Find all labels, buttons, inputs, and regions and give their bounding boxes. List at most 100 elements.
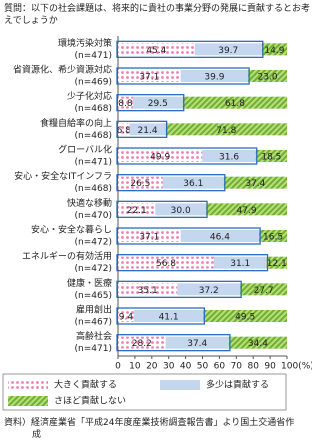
value-label: 29.5 [148,99,168,109]
legend-label: 大きく貢献する [54,379,117,391]
value-label: 37.4 [245,179,265,189]
x-tick-label: 40 [180,362,192,372]
value-label: 14.9 [264,46,284,56]
bar-segment [118,203,156,216]
sample-size: (n=469) [75,78,112,88]
category-label: 少子化対応 [67,90,112,102]
value-label: 31.6 [219,153,239,163]
sample-size: (n=468) [75,131,112,141]
bar-segment [223,176,287,189]
bar-segment [118,230,181,242]
value-label: 35.1 [138,286,158,296]
bar-segment [255,150,287,162]
bar-segment [228,336,287,349]
x-tick-label: 0 [115,362,121,372]
sample-size: (n=470) [75,211,112,221]
value-label: 28.2 [132,339,152,349]
value-label: 37.1 [139,233,159,243]
bar-segment [259,230,287,242]
sample-size: (n=472) [75,238,112,248]
bar-segment [118,283,178,296]
bar-segment [162,176,224,189]
bar-segment [266,256,287,269]
legend-label: 多少は貢献する [206,379,269,391]
value-label: 46.4 [210,233,230,243]
highlight-box [116,174,226,192]
value-label: 36.1 [183,179,203,189]
highlight-box [116,200,208,218]
category-label: 食糧自給率の向上 [40,117,112,129]
category-label: 環境汚染対策 [58,37,112,49]
sample-size: (n=472) [75,264,112,274]
value-label: 27.7 [254,286,274,296]
x-tick-label: 80 [247,362,259,372]
value-label: 12.1 [267,259,287,269]
source-note: 資料）経済産業省「平成24年度産業技術調査報告書」より国土交通省作成 [4,416,294,440]
legend-swatch [8,380,48,390]
bar-segment [194,43,262,56]
value-label: 37.1 [139,73,159,83]
value-label: 41.1 [159,313,179,323]
bar-segment [133,310,204,322]
value-label: 16.5 [263,233,283,243]
value-label: 21.4 [138,126,158,136]
bar-segment [180,70,249,82]
x-tick-label: 10 [129,362,141,372]
legend-swatch [160,380,200,390]
bar-segment [165,336,229,349]
value-label: 61.8 [225,99,245,109]
value-label: 18.5 [261,153,281,163]
value-label: 47.9 [237,206,257,216]
x-tick-label: 60 [214,362,226,372]
value-label: 39.7 [218,46,238,56]
bar-segment [213,256,267,269]
category-label: 省資源化、希少資源対応 [13,64,112,76]
highlight-box [116,254,269,272]
value-label: 34.4 [248,339,268,349]
bar-segment [202,150,256,162]
value-label: 26.5 [130,179,150,189]
bar-segment [118,96,133,109]
sample-size: (n=471) [75,51,112,61]
value-label: 49.9 [150,153,170,163]
bar-segment [118,256,214,269]
category-label: 安心・安全なITインフラ [14,170,112,182]
highlight-box [116,40,264,58]
category-label: 安心・安全な暮らし [31,224,112,236]
bar-segment [118,150,203,162]
value-label: 22.1 [127,206,147,216]
bar-segment [118,70,181,82]
bar-segment [129,123,166,136]
bar-segment [182,96,288,109]
highlight-box [116,227,261,245]
category-label: エネルギーの有効活用 [22,250,112,262]
value-label: 45.4 [146,46,166,56]
sample-size: (n=468) [75,104,112,114]
legend-frame [2,373,287,411]
highlight-box [116,94,185,112]
chart-title: 質問：以下の社会課題は、将来的に貴社の事業分野の発展に貢献するとお考えでしょうか [4,2,310,26]
sample-size: (n=467) [75,318,112,328]
value-label: 23.0 [258,73,278,83]
legend-label: さほど貢献しない [54,395,126,407]
value-label: 37.4 [187,339,207,349]
sample-size: (n=468) [75,184,112,194]
sample-size: (n=471) [75,158,112,168]
sample-size: (n=471) [75,344,112,354]
bar-segment [118,123,130,136]
category-label: 高齢社会 [76,330,112,342]
x-tick-label: 90 [264,362,276,372]
highlight-box [116,307,205,325]
legend-swatch [8,396,48,406]
highlight-box [116,147,258,165]
bar-segment [118,336,166,349]
bar-segment [118,176,163,189]
value-label: 9.4 [119,313,134,323]
bar-segment [240,283,287,296]
bar-segment [206,203,287,216]
x-tick-label: 30 [163,362,175,372]
value-label: 71.8 [216,126,236,136]
sample-size: (n=465) [75,291,112,301]
x-tick-label: 70 [231,362,243,372]
category-label: 雇用創出 [76,304,112,316]
